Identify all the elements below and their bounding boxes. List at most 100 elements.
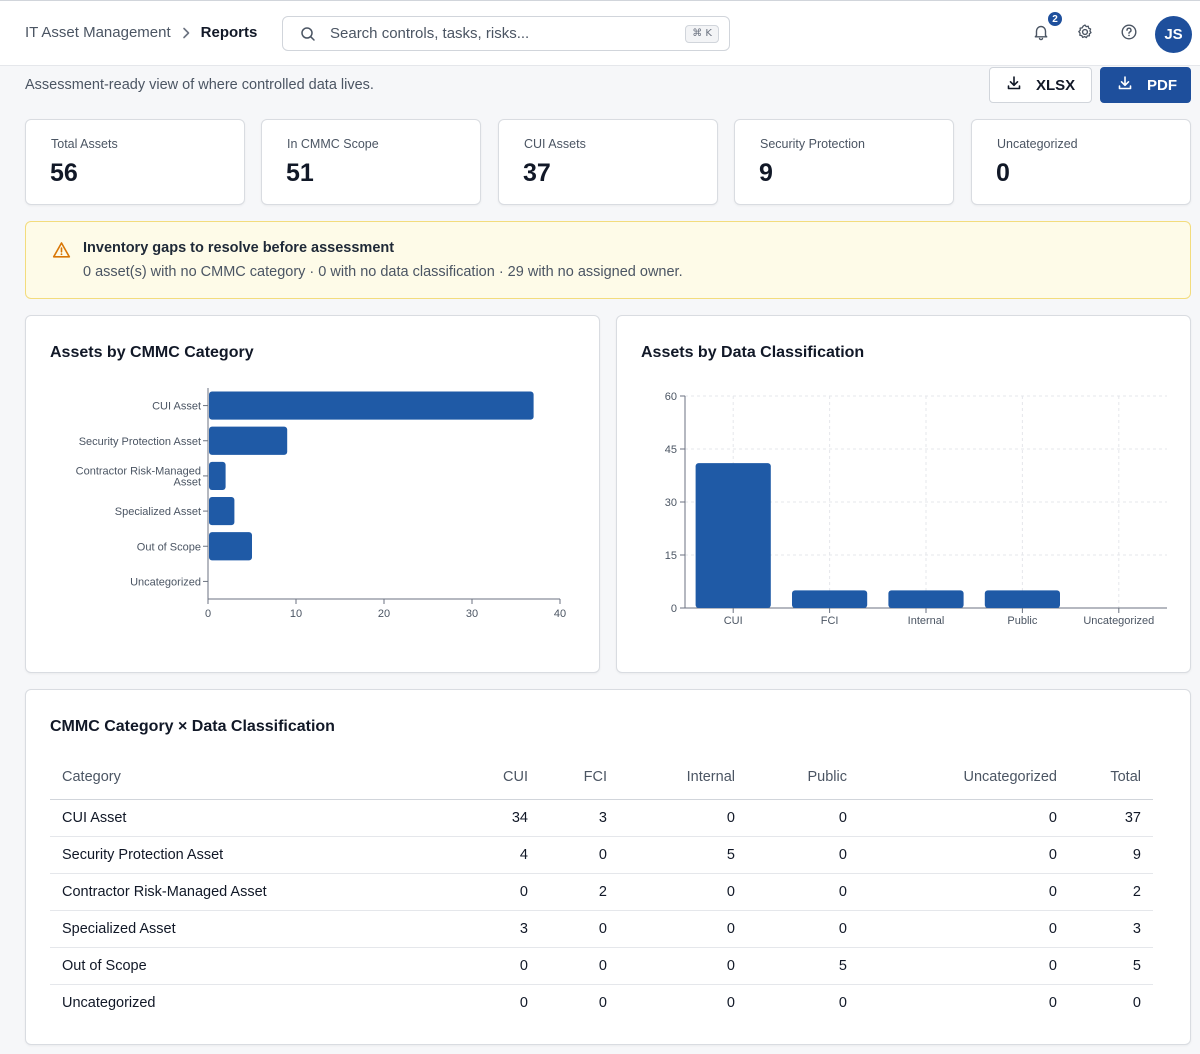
breadcrumb-root-link[interactable]: IT Asset Management xyxy=(25,24,171,41)
stat-card-total-assets: Total Assets 56 xyxy=(25,119,245,205)
row-category: Security Protection Asset xyxy=(50,836,372,874)
y-tick-label: Security Protection Asset xyxy=(79,436,201,448)
cell-fci: 2 xyxy=(540,873,619,911)
cell-cui: 3 xyxy=(372,910,540,948)
breadcrumb: IT Asset Management Reports xyxy=(25,24,257,41)
table-row: Uncategorized 0 0 0 0 0 0 xyxy=(50,984,1153,1021)
bar xyxy=(695,463,771,608)
category-classification-matrix-card: CMMC Category × Data Classification Cate… xyxy=(25,689,1191,1045)
bar xyxy=(888,590,964,608)
search-icon xyxy=(300,26,316,47)
cell-total: 9 xyxy=(1069,836,1153,874)
column-header: Category xyxy=(50,755,372,800)
row-category: Uncategorized xyxy=(62,994,156,1011)
stat-label: Security Protection xyxy=(760,137,865,151)
alert-title: Inventory gaps to resolve before assessm… xyxy=(83,240,395,256)
stat-label: Total Assets xyxy=(51,137,118,151)
download-icon xyxy=(1006,75,1022,95)
bar xyxy=(209,497,235,526)
cell-internal: 5 xyxy=(619,836,747,874)
table-header-row: Category CUI FCI Internal Public Uncateg… xyxy=(50,755,1153,800)
row-category: Out of Scope xyxy=(50,947,372,985)
row-category: CUI Asset xyxy=(50,799,372,837)
cell-uncategorized: 0 xyxy=(859,799,1069,837)
gear-icon xyxy=(1076,23,1094,46)
cell-uncategorized: 0 xyxy=(859,873,1069,911)
x-tick-label: 0 xyxy=(205,608,211,620)
table-row: Out of Scope 0 0 0 5 0 5 xyxy=(50,947,1153,985)
cell-fci: 0 xyxy=(540,836,619,874)
help-circle-icon xyxy=(1120,23,1138,46)
stat-value: 9 xyxy=(759,159,773,187)
cell-public: 5 xyxy=(747,947,859,985)
breadcrumb-current: Reports xyxy=(200,24,258,41)
cell-public: 0 xyxy=(747,910,859,948)
x-tick-label: Internal xyxy=(908,615,945,627)
cell-uncategorized: 0 xyxy=(1048,994,1057,1011)
table-row: Specialized Asset 3 0 0 0 0 3 xyxy=(50,910,1153,948)
inventory-gaps-alert: Inventory gaps to resolve before assessm… xyxy=(25,221,1191,299)
settings-button[interactable] xyxy=(1072,21,1098,47)
export-xlsx-button[interactable]: XLSX xyxy=(989,67,1092,103)
x-tick-label: Public xyxy=(1007,615,1037,627)
cell-uncategorized: 0 xyxy=(859,910,1069,948)
y-tick-label: Specialized Asset xyxy=(115,506,201,518)
cell-internal: 0 xyxy=(619,910,747,948)
bar xyxy=(984,590,1060,608)
stat-card-security-protection: Security Protection 9 xyxy=(734,119,954,205)
y-tick-label: Out of Scope xyxy=(137,541,201,553)
bar xyxy=(209,426,288,455)
stat-value: 56 xyxy=(50,159,78,187)
cell-cui: 0 xyxy=(519,994,528,1011)
category-classification-table: Category CUI FCI Internal Public Uncateg… xyxy=(50,755,1153,1021)
search-box[interactable]: ⌘ K xyxy=(282,16,730,51)
bar xyxy=(209,532,252,561)
cell-cui: 0 xyxy=(372,873,540,911)
stat-card-uncategorized: Uncategorized 0 xyxy=(971,119,1191,205)
export-pdf-button[interactable]: PDF xyxy=(1100,67,1191,103)
table-row: CUI Asset 34 3 0 0 0 37 xyxy=(50,799,1153,837)
export-xlsx-label: XLSX xyxy=(1036,76,1076,94)
y-tick-label: Uncategorized xyxy=(130,576,201,588)
stat-value: 0 xyxy=(996,159,1010,187)
matrix-title: CMMC Category × Data Classification xyxy=(50,718,335,735)
column-header: CUI xyxy=(372,755,540,800)
y-tick-label: Contractor Risk-Managed Asset xyxy=(76,465,201,488)
export-pdf-label: PDF xyxy=(1147,76,1177,94)
row-category: Specialized Asset xyxy=(50,910,372,948)
cell-public: 0 xyxy=(838,994,847,1011)
cell-total: 0 xyxy=(1132,994,1141,1011)
stat-value: 37 xyxy=(523,159,551,187)
y-tick-label: 60 xyxy=(665,391,677,403)
cell-public: 0 xyxy=(747,836,859,874)
x-tick-label: Uncategorized xyxy=(1083,615,1154,627)
bar xyxy=(209,461,226,490)
cell-internal: 0 xyxy=(619,873,747,911)
bell-icon xyxy=(1032,23,1050,46)
search-shortcut-hint: ⌘ K xyxy=(685,25,719,43)
cmmc-category-chart-card: Assets by CMMC Category 0 10 20 30 40 CUI Ass… xyxy=(25,315,600,673)
cell-uncategorized: 0 xyxy=(859,947,1069,985)
search-input[interactable] xyxy=(330,17,660,50)
cmmc-category-bar-chart: 0 10 20 30 40 CUI Asset Security Protection As… xyxy=(76,388,566,620)
help-button[interactable] xyxy=(1116,21,1142,47)
stat-label: CUI Assets xyxy=(524,137,586,151)
cell-total: 5 xyxy=(1069,947,1153,985)
stat-value: 51 xyxy=(286,159,314,187)
page-subtitle: Assessment-ready view of where controlle… xyxy=(25,77,374,93)
bar xyxy=(209,391,534,420)
cell-internal: 0 xyxy=(619,947,747,985)
top-bar: IT Asset Management Reports ⌘ K 2 JS xyxy=(0,0,1200,66)
cell-total: 3 xyxy=(1069,910,1153,948)
column-header: FCI xyxy=(540,755,619,800)
cell-cui: 34 xyxy=(372,799,540,837)
cell-total: 2 xyxy=(1069,873,1153,911)
stat-card-cui-assets: CUI Assets 37 xyxy=(498,119,718,205)
x-tick-label: 30 xyxy=(466,608,478,620)
x-tick-label: FCI xyxy=(821,615,839,627)
notifications-button[interactable] xyxy=(1028,21,1054,47)
cell-fci: 3 xyxy=(540,799,619,837)
user-avatar[interactable]: JS xyxy=(1155,16,1192,53)
cell-cui: 4 xyxy=(372,836,540,874)
cell-fci: 0 xyxy=(598,994,607,1011)
